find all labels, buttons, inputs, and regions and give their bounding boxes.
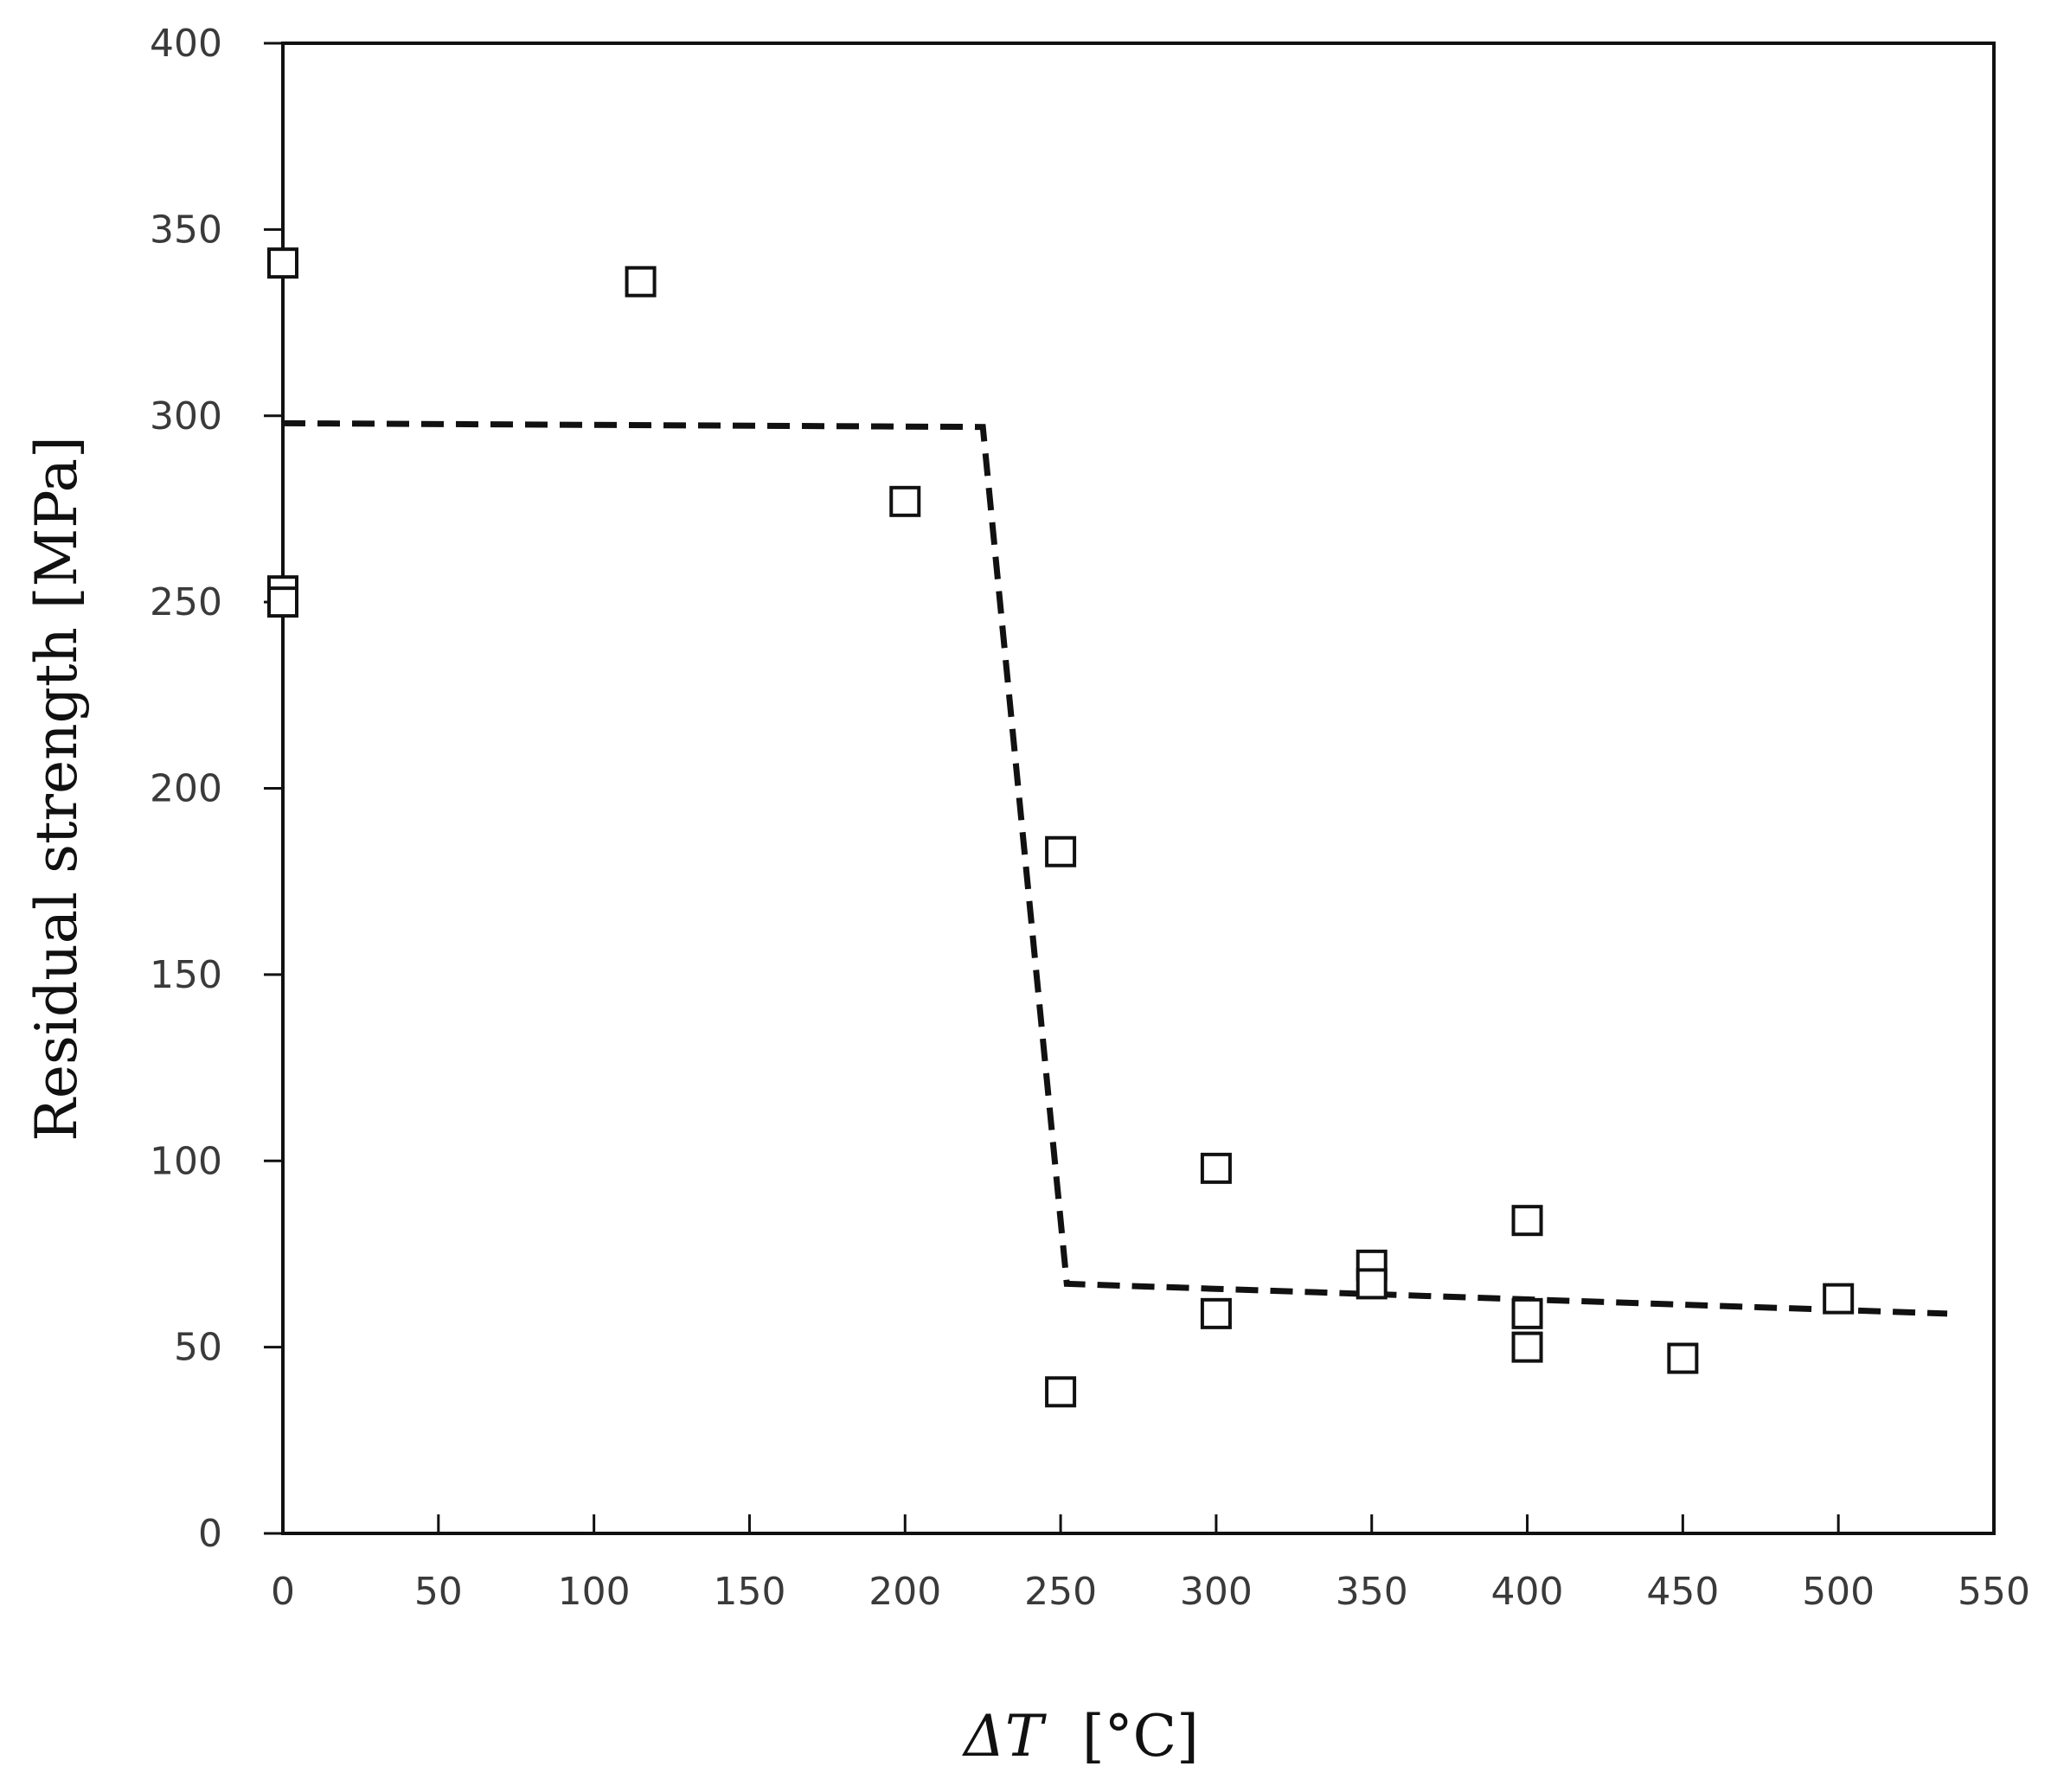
x-tick-label: 550 xyxy=(1958,1570,2030,1614)
x-tick-label: 300 xyxy=(1180,1570,1253,1614)
data-points xyxy=(267,247,1855,1408)
x-tick-label: 400 xyxy=(1491,1570,1564,1614)
x-tick-label: 450 xyxy=(1646,1570,1719,1614)
data-point-square xyxy=(889,485,921,517)
data-point-square xyxy=(1045,835,1077,867)
x-tick-label: 250 xyxy=(1024,1570,1097,1614)
fit-line-dashed xyxy=(282,419,1948,1317)
y-tick-label: 400 xyxy=(150,22,222,66)
x-axis-title-unit: [°C] xyxy=(1082,1703,1199,1770)
data-point-square xyxy=(625,266,657,298)
x-axis-title-symbol: ΔT xyxy=(961,1703,1048,1770)
x-tick-label: 100 xyxy=(558,1570,631,1614)
y-tick-label: 50 xyxy=(174,1326,222,1370)
y-tick-label: 300 xyxy=(150,394,222,438)
x-axis-title: ΔT [°C] xyxy=(961,1703,1199,1770)
plot-area-frame xyxy=(281,42,1996,1535)
data-point-square xyxy=(267,247,298,279)
y-tick-label: 200 xyxy=(150,767,222,811)
y-axis-title: Residual strength [MPa] xyxy=(23,436,90,1142)
x-tick-label: 350 xyxy=(1336,1570,1408,1614)
x-tick-label: 50 xyxy=(414,1570,463,1614)
y-tick-label: 150 xyxy=(150,953,222,997)
data-point-square xyxy=(1667,1342,1699,1374)
data-point-square xyxy=(1356,1268,1388,1300)
y-tick-label: 350 xyxy=(150,208,222,252)
y-axis-ticks: 0 50 100 150 200 250 300 350 400 xyxy=(150,22,283,1556)
data-point-square xyxy=(1045,1376,1077,1408)
x-tick-label: 150 xyxy=(713,1570,785,1614)
y-tick-label: 250 xyxy=(150,580,222,624)
data-point-square xyxy=(1511,1331,1543,1363)
x-tick-label: 0 xyxy=(271,1570,295,1614)
data-point-square xyxy=(267,586,298,618)
y-tick-label: 0 xyxy=(198,1512,222,1556)
data-point-square xyxy=(1200,1297,1232,1329)
y-tick-label: 100 xyxy=(150,1139,222,1183)
data-point-square xyxy=(1511,1205,1543,1237)
x-axis-ticks: 0 50 100 150 200 250 300 350 400 450 500 550 xyxy=(271,1514,2030,1614)
x-tick-label: 500 xyxy=(1802,1570,1875,1614)
x-tick-label: 200 xyxy=(868,1570,941,1614)
fit-line-layer xyxy=(282,419,1948,1317)
data-point-square xyxy=(1823,1283,1855,1315)
data-point-square xyxy=(1200,1152,1232,1184)
data-point-square xyxy=(1511,1297,1543,1329)
